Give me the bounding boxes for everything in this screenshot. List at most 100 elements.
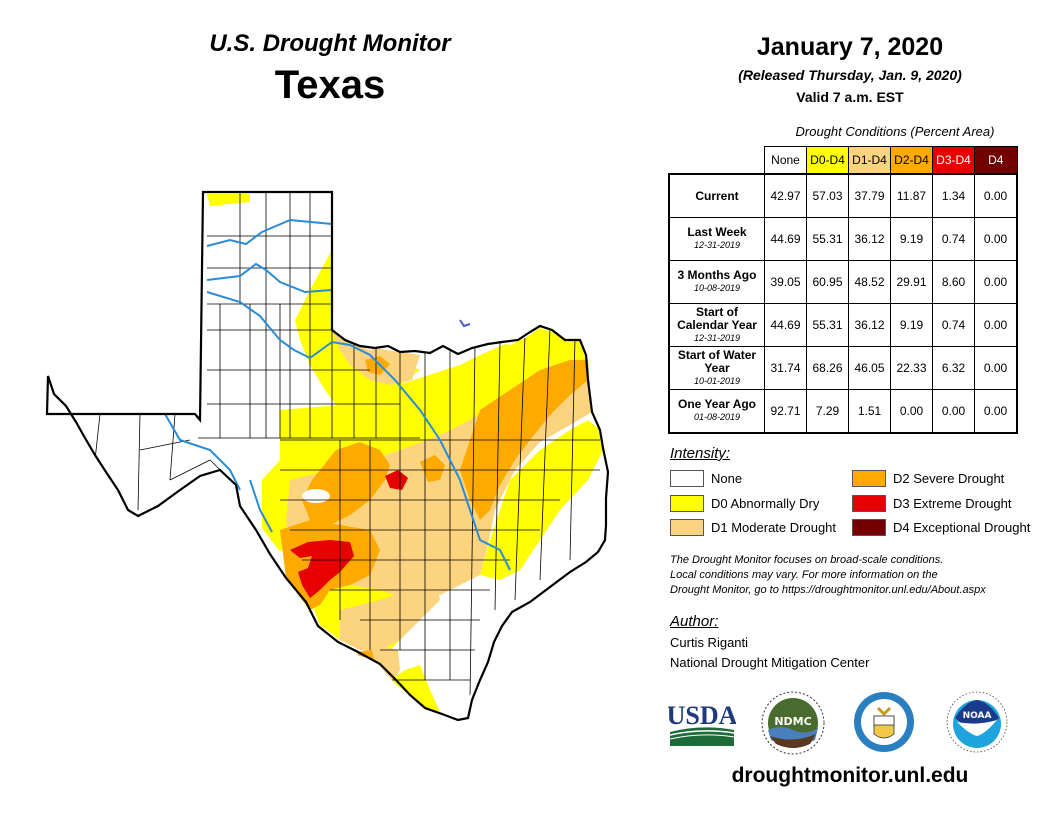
cell-value: 0.00 bbox=[974, 303, 1018, 347]
author-title: Author: bbox=[670, 613, 719, 630]
cell-value: 42.97 bbox=[764, 173, 807, 218]
cell-value: 0.00 bbox=[890, 389, 933, 434]
row-date: 01-08-2019 bbox=[693, 412, 741, 422]
cell-value: 0.00 bbox=[932, 389, 975, 434]
legend-item: D1 Moderate Drought bbox=[670, 519, 836, 536]
table-header-blank bbox=[669, 147, 765, 175]
cell-value: 44.69 bbox=[764, 217, 807, 261]
cell-value: 46.05 bbox=[848, 346, 891, 390]
table-row: Start of Water Year 10-01-2019 31.74 68.26 4… bbox=[668, 346, 1018, 390]
legend-label: D1 Moderate Drought bbox=[711, 520, 837, 535]
cell-value: 92.71 bbox=[764, 389, 807, 434]
d1-region-south bbox=[340, 575, 440, 650]
row-label-text: Current bbox=[695, 188, 739, 203]
disclaimer-line: Drought Monitor, go to https://droughtmo… bbox=[670, 584, 986, 596]
legend-label: D2 Severe Drought bbox=[893, 471, 1005, 486]
cell-value: 39.05 bbox=[764, 260, 807, 304]
legend-swatch bbox=[852, 519, 886, 536]
column-header-d3-d4: D3-D4 bbox=[932, 146, 975, 175]
cell-value: 0.00 bbox=[974, 346, 1018, 390]
ndmc-logo-text: NDMC bbox=[774, 715, 811, 728]
row-label-text: One Year Ago bbox=[677, 397, 757, 411]
d2-region-hill-country bbox=[302, 442, 390, 525]
table-caption: Drought Conditions (Percent Area) bbox=[795, 124, 995, 139]
row-label-text: Last Week bbox=[687, 225, 747, 239]
table-header-row: None D0-D4 D1-D4 D2-D4 D3-D4 D4 bbox=[669, 146, 1018, 175]
cell-value: 36.12 bbox=[848, 217, 891, 261]
usda-logo: USDA bbox=[668, 701, 736, 746]
legend-item: D4 Exceptional Drought bbox=[852, 519, 1030, 536]
cell-value: 29.91 bbox=[890, 260, 933, 304]
valid-time: Valid 7 a.m. EST bbox=[796, 89, 904, 105]
map-title: U.S. Drought Monitor bbox=[209, 30, 451, 57]
cell-value: 55.31 bbox=[806, 217, 849, 261]
column-header-d2-d4: D2-D4 bbox=[890, 146, 933, 175]
none-region-hole bbox=[302, 489, 330, 503]
row-label-text: Start of Calendar Year bbox=[677, 304, 757, 332]
cell-value: 6.32 bbox=[932, 346, 975, 390]
row-label: 3 Months Ago 10-08-2019 bbox=[668, 260, 765, 304]
legend-swatch bbox=[670, 470, 704, 487]
row-date: 12-31-2019 bbox=[693, 240, 741, 250]
row-label: One Year Ago 01-08-2019 bbox=[668, 389, 765, 434]
cell-value: 7.29 bbox=[806, 389, 849, 434]
legend-item: D0 Abnormally Dry bbox=[670, 495, 819, 512]
website-url[interactable]: droughtmonitor.unl.edu bbox=[731, 764, 969, 787]
table-row: Current 42.97 57.03 37.79 11.87 1.34 0.00 bbox=[668, 173, 1018, 218]
legend-swatch bbox=[670, 519, 704, 536]
legend-label: D0 Abnormally Dry bbox=[711, 496, 820, 511]
d2-region-north bbox=[365, 356, 390, 375]
d0-region-valley bbox=[390, 665, 440, 712]
cell-value: 11.87 bbox=[890, 173, 933, 218]
author-org: National Drought Mitigation Center bbox=[670, 655, 870, 670]
d3-region-southwest bbox=[290, 540, 354, 598]
table-row: Last Week 12-31-2019 44.69 55.31 36.12 9.19 0.… bbox=[668, 217, 1018, 261]
cell-value: 1.34 bbox=[932, 173, 975, 218]
texas-drought-map bbox=[45, 190, 610, 722]
row-label: Last Week 12-31-2019 bbox=[668, 217, 765, 261]
state-title: Texas bbox=[274, 63, 386, 107]
cell-value: 9.19 bbox=[890, 217, 933, 261]
legend-item: D3 Extreme Drought bbox=[852, 495, 1012, 512]
cell-value: 55.31 bbox=[806, 303, 849, 347]
table-row: Start of Calendar Year 12-31-2019 44.69 55.… bbox=[668, 303, 1018, 347]
legend-swatch bbox=[852, 470, 886, 487]
column-header-d0-d4: D0-D4 bbox=[806, 146, 849, 175]
ndmc-logo: NDMC bbox=[761, 691, 825, 755]
legend-title: Intensity: bbox=[670, 445, 731, 462]
disclaimer-line: The Drought Monitor focuses on broad-sca… bbox=[670, 554, 944, 566]
legend-label: D3 Extreme Drought bbox=[893, 496, 1012, 511]
cell-value: 36.12 bbox=[848, 303, 891, 347]
disclaimer: The Drought Monitor focuses on broad-sca… bbox=[670, 553, 1040, 598]
d3-region-central bbox=[385, 470, 408, 490]
cell-value: 68.26 bbox=[806, 346, 849, 390]
cell-value: 0.74 bbox=[932, 303, 975, 347]
row-date: 10-01-2019 bbox=[693, 375, 741, 386]
row-label-text: Start of Water Year bbox=[677, 347, 757, 375]
row-date: 12-31-2019 bbox=[693, 332, 741, 343]
legend-label: None bbox=[711, 471, 743, 486]
commerce-logo bbox=[854, 692, 914, 752]
cell-value: 44.69 bbox=[764, 303, 807, 347]
d0-region-panhandle-top bbox=[207, 194, 250, 206]
cell-value: 22.33 bbox=[890, 346, 933, 390]
cell-value: 31.74 bbox=[764, 346, 807, 390]
table-row: One Year Ago 01-08-2019 92.71 7.29 1.51 0.00 0… bbox=[668, 389, 1018, 434]
cell-value: 60.95 bbox=[806, 260, 849, 304]
cell-value: 9.19 bbox=[890, 303, 933, 347]
rivers bbox=[164, 218, 511, 571]
red-river-lake bbox=[459, 319, 471, 328]
usda-logo-text: USDA bbox=[668, 701, 736, 730]
cell-value: 0.74 bbox=[932, 217, 975, 261]
cell-value: 0.00 bbox=[974, 173, 1018, 218]
column-header-d1-d4: D1-D4 bbox=[848, 146, 891, 175]
disclaimer-line: Local conditions may vary. For more info… bbox=[670, 569, 938, 581]
cell-value: 48.52 bbox=[848, 260, 891, 304]
legend-swatch bbox=[670, 495, 704, 512]
legend-item: None bbox=[670, 470, 742, 487]
texas-border bbox=[45, 190, 610, 722]
noaa-logo-text: NOAA bbox=[963, 711, 992, 721]
column-header-d4: D4 bbox=[974, 146, 1018, 175]
cell-value: 37.79 bbox=[848, 173, 891, 218]
row-date: 10-08-2019 bbox=[693, 283, 741, 293]
